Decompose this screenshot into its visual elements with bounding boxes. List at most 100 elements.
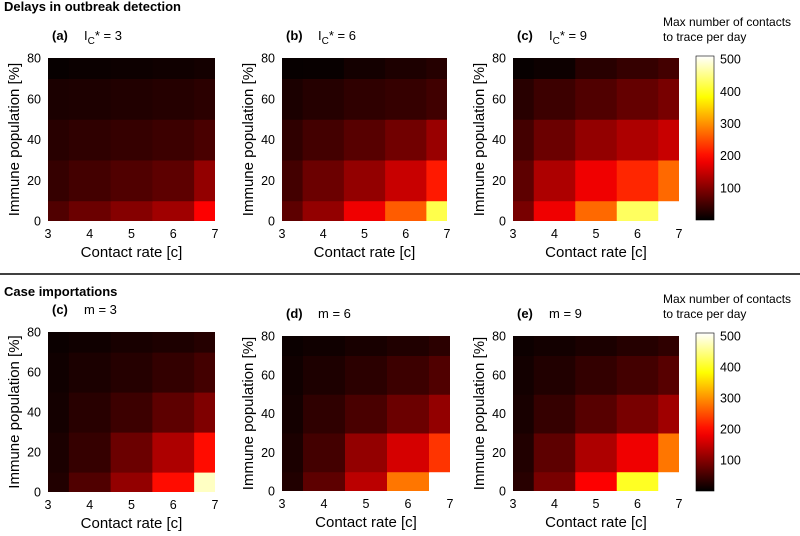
y-tick-label: 40: [27, 406, 41, 420]
y-tick-label: 40: [492, 133, 506, 147]
heatmap-cell: [110, 432, 153, 473]
heatmap-cell: [385, 119, 427, 161]
heatmap-cell: [302, 58, 345, 79]
heatmap-cell: [282, 394, 304, 434]
x-tick-label: 7: [676, 497, 683, 511]
heatmap-cell: [282, 336, 304, 356]
heatmap-cell: [616, 394, 659, 434]
y-tick-label: 60: [492, 368, 506, 382]
heatmap-cells: [48, 332, 215, 492]
x-tick-label: 4: [551, 227, 558, 241]
heatmap-cell: [194, 392, 215, 433]
heatmap-cell: [429, 471, 450, 491]
heatmap-cell: [68, 159, 112, 202]
x-tick-label: 5: [361, 227, 368, 241]
colorbar-title: to trace per day: [663, 30, 746, 44]
x-tick-label: 7: [444, 227, 451, 241]
x-tick-label: 4: [86, 498, 93, 512]
x-axis-label: Contact rate [c]: [545, 244, 647, 261]
x-tick-label: 7: [447, 497, 454, 511]
heatmap-cell: [345, 432, 388, 473]
y-tick-label: 0: [268, 485, 275, 499]
section-title-delays: Delays in outbreak detection: [4, 0, 181, 14]
x-tick-label: 3: [510, 497, 517, 511]
heatmap-cell: [513, 394, 535, 434]
heatmap-cell: [110, 472, 153, 492]
heatmap-cell: [616, 355, 659, 395]
heatmap-cell: [343, 159, 386, 202]
heatmap-cell: [575, 336, 618, 356]
x-axis-label: Contact rate [c]: [81, 244, 183, 261]
heatmap-cell: [658, 119, 679, 161]
x-tick-label: 5: [363, 497, 370, 511]
heatmap-cell: [513, 336, 535, 356]
heatmap-cell: [282, 78, 304, 120]
heatmap-cell: [152, 392, 195, 433]
heatmap-cell: [658, 394, 679, 434]
heatmap-panel-6: 3 4 5 6 7 0 20 40 60 80 Contact rate [c] Immune pop…: [471, 306, 683, 531]
heatmap-cell: [345, 471, 388, 491]
panel-letter: (c): [52, 302, 68, 317]
heatmap-cell: [194, 119, 215, 161]
heatmap-cell: [343, 200, 386, 221]
panel-parameter: IC* = 6: [318, 28, 356, 47]
heatmap-cell: [513, 200, 535, 221]
heatmap-cell: [194, 58, 215, 79]
heatmap-cell: [152, 352, 195, 393]
heatmap-cell: [68, 432, 112, 473]
x-tick-label: 4: [551, 497, 558, 511]
heatmap-cell: [533, 200, 576, 221]
heatmap-cell: [110, 332, 153, 353]
heatmap-cell: [110, 58, 153, 79]
colorbar-tick-label: 400: [720, 85, 741, 99]
y-tick-label: 40: [261, 133, 275, 147]
heatmap-cell: [194, 200, 215, 221]
heatmap-cell: [616, 159, 659, 202]
panel-parameter: m = 3: [84, 302, 117, 317]
y-tick-label: 20: [261, 174, 275, 188]
heatmap-cell: [48, 472, 70, 492]
x-tick-label: 4: [86, 227, 93, 241]
heatmap-cells: [282, 336, 450, 491]
colorbar-tick-label: 200: [720, 149, 741, 163]
heatmap-cell: [110, 352, 153, 393]
heatmap-cell: [68, 58, 112, 79]
heatmap-panel-5: 3 4 5 6 7 0 20 40 60 80 Contact rate [c] Immune pop…: [240, 306, 454, 531]
heatmap-cell: [282, 159, 304, 202]
heatmap-cell: [533, 394, 576, 434]
heatmap-cell: [385, 200, 427, 221]
y-tick-label: 20: [261, 446, 275, 460]
heatmap-cell: [152, 432, 195, 473]
y-tick-label: 80: [27, 326, 41, 340]
heatmap-cell: [68, 332, 112, 353]
heatmap-panel-1: 3 4 5 6 7 0 20 40 60 80 Contact rate [c] Immune pop…: [6, 28, 219, 261]
heatmap-cells: [513, 336, 679, 491]
heatmap-cell: [48, 200, 70, 221]
heatmap-cell: [533, 58, 576, 79]
heatmap-cell: [429, 355, 450, 395]
heatmap-cell: [152, 472, 195, 492]
y-tick-label: 60: [261, 92, 275, 106]
heatmap-cell: [385, 78, 427, 120]
heatmap-cell: [513, 432, 535, 473]
heatmap-cell: [513, 58, 535, 79]
heatmap-cell: [152, 78, 195, 120]
colorbar-1: 100 200 300 400 500 Max number of contactsto …: [663, 15, 791, 221]
heatmap-cell: [282, 471, 304, 491]
heatmap-cell: [575, 394, 618, 434]
heatmap-cell: [302, 119, 345, 161]
heatmap-cell: [282, 200, 304, 221]
colorbar-tick-label: 100: [720, 454, 741, 468]
heatmap-cell: [387, 471, 430, 491]
heatmap-cell: [302, 78, 345, 120]
heatmap-cell: [575, 159, 618, 202]
heatmap-cell: [68, 352, 112, 393]
heatmap-cell: [533, 78, 576, 120]
y-tick-label: 20: [27, 174, 41, 188]
x-tick-label: 5: [593, 227, 600, 241]
x-tick-label: 6: [402, 227, 409, 241]
heatmap-panel-4: 3 4 5 6 7 0 20 40 60 80 Contact rate [c] Immune pop…: [6, 302, 219, 532]
colorbar-tick-label: 400: [720, 361, 741, 375]
heatmap-cells: [513, 58, 679, 221]
